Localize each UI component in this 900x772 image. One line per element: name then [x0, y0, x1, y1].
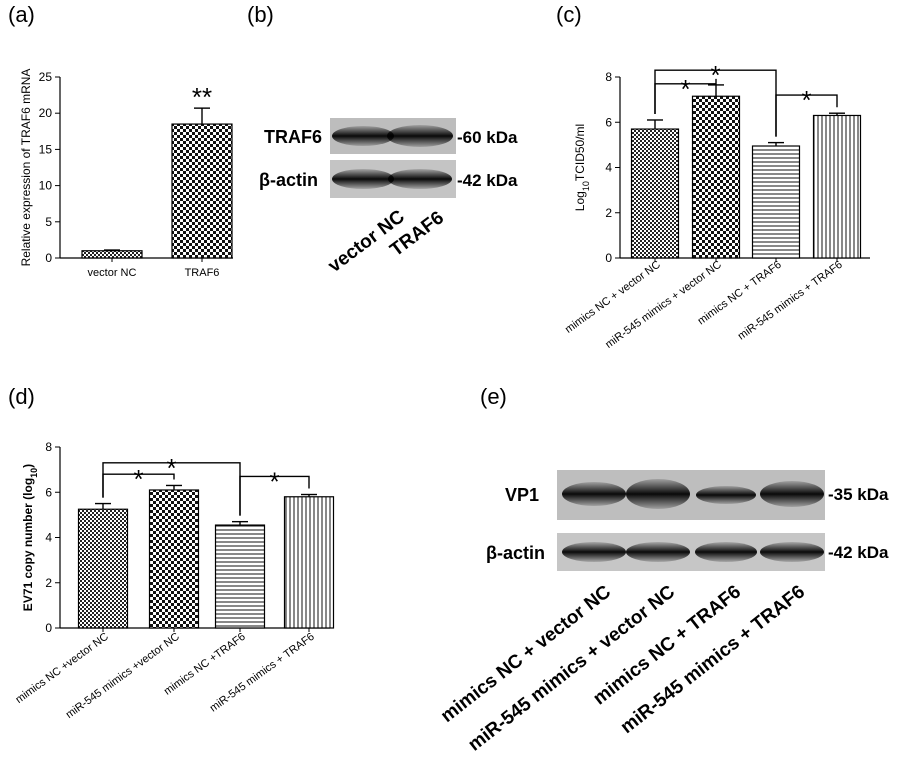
blot-b: TRAF6 β-actin -60 kDa -42 kDa vector NC …: [259, 118, 518, 277]
blot-e-band: [695, 542, 757, 562]
chart-a: 0 5 10 15 20 25 Relative expression of TRAF6 m…: [19, 69, 233, 279]
significance-label: *: [710, 60, 720, 90]
blot-e-band: [760, 481, 824, 507]
y-tick-label: 0: [45, 621, 52, 635]
blot-e-band: [696, 486, 756, 504]
significance-label: *: [680, 74, 690, 104]
blot-e: VP1 β-actin -35 kDa -42 kDa mimics NC + …: [437, 470, 889, 756]
bar: [148, 489, 200, 629]
blot-e-band: [626, 479, 690, 509]
y-tick-label: 8: [605, 70, 612, 84]
y-tick-label: 15: [39, 142, 53, 156]
y-tick-label: 0: [605, 251, 612, 265]
significance-bracket: [239, 475, 310, 516]
panel-label-c: (c): [556, 2, 582, 27]
blot-b-row-label: β-actin: [259, 170, 318, 190]
bar: [812, 114, 862, 259]
significance-label: *: [269, 466, 279, 496]
panel-label-d: (d): [8, 384, 35, 409]
panel-label-a: (a): [8, 2, 35, 27]
blot-e-kda: -35 kDa: [828, 485, 889, 504]
y-axis-label: EV71 copy number (log10): [21, 464, 39, 611]
x-category-label: vector NC: [88, 267, 137, 279]
blot-e-row-label: VP1: [505, 485, 539, 505]
blot-b-kda: -42 kDa: [457, 171, 518, 190]
blot-e-band: [760, 542, 824, 562]
blot-e-band: [626, 542, 690, 562]
blot-b-kda: -60 kDa: [457, 128, 518, 147]
y-axis-label: Log10TCID50/ml: [573, 124, 591, 211]
y-tick-label: 2: [605, 206, 612, 220]
y-tick-label: 8: [45, 440, 52, 454]
blot-b-band: [332, 126, 394, 146]
x-category-label: miR-545 mimics +vector NC: [64, 631, 182, 721]
blot-e-band: [562, 482, 626, 506]
blot-b-band: [388, 169, 452, 189]
y-tick-label: 20: [39, 106, 53, 120]
blot-e-row-label: β-actin: [486, 543, 545, 563]
blot-e-band: [562, 542, 626, 562]
x-category-label: mimics NC + vector NC: [563, 259, 663, 336]
significance-label: *: [166, 453, 176, 483]
bar: [214, 524, 266, 629]
bar: [630, 128, 680, 259]
y-tick-label: 4: [605, 161, 612, 175]
bar: [691, 95, 741, 259]
y-tick-label: 2: [45, 576, 52, 590]
chart-c: 0 2 4 6 8 Log10TCID50/ml mimics NC + vector NC…: [563, 60, 870, 351]
y-tick-label: 0: [45, 251, 52, 265]
y-tick-label: 25: [39, 70, 53, 84]
y-tick-label: 4: [45, 531, 52, 545]
panel-label-e: (e): [480, 384, 507, 409]
bar: [77, 508, 129, 629]
x-category-label: miR-545 mimics + TRAF6: [736, 259, 845, 343]
y-tick-label: 6: [605, 115, 612, 129]
x-category-label: miR-545 mimics + vector NC: [603, 259, 724, 351]
y-tick-label: 10: [39, 179, 53, 193]
x-category-label: TRAF6: [185, 267, 220, 279]
blot-b-row-label: TRAF6: [264, 127, 322, 147]
significance-bracket: [775, 94, 838, 137]
y-tick-label: 5: [45, 215, 52, 229]
bar: [751, 145, 801, 259]
y-axis-label: Relative expression of TRAF6 mRNA: [19, 69, 33, 267]
blot-e-kda: -42 kDa: [828, 543, 889, 562]
significance-label: **: [192, 82, 212, 112]
significance-label: *: [801, 85, 811, 115]
panel-label-b: (b): [247, 2, 274, 27]
blot-b-band: [332, 169, 394, 189]
significance-label: *: [133, 464, 143, 494]
y-tick-label: 6: [45, 485, 52, 499]
bar: [283, 496, 335, 629]
bar: [81, 250, 143, 259]
blot-b-band: [387, 125, 453, 147]
bar: [171, 123, 233, 259]
